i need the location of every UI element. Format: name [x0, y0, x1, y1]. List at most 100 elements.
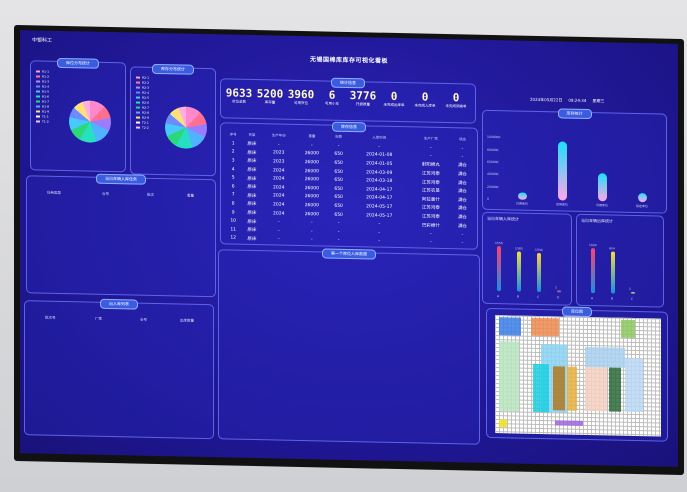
stat-value: 9633: [225, 86, 253, 100]
y-tick-label: 200000: [487, 184, 499, 189]
column-header: 包数: [335, 134, 343, 139]
column-header: 重量: [308, 133, 316, 138]
bar[interactable]: [598, 173, 607, 202]
table-cell: -: [311, 237, 313, 243]
bar[interactable]: [557, 290, 561, 293]
table-cell: 原床: [247, 236, 257, 242]
zone-block[interactable]: [585, 366, 607, 412]
stat-value: 3776: [349, 89, 377, 103]
legend-swatch: [136, 86, 140, 89]
table-cell: 9: [231, 210, 235, 216]
legend-swatch: [36, 80, 40, 83]
legend-swatch: [36, 70, 40, 73]
bar[interactable]: [558, 141, 567, 201]
bar[interactable]: [611, 251, 615, 294]
vehicle-inbound-panel: 当日车辆入库任务 任务类型 仓号 批次 重量: [26, 173, 216, 298]
zone-block[interactable]: [585, 346, 625, 368]
zone-block[interactable]: [531, 317, 559, 337]
table-cell: 7: [231, 192, 235, 198]
x-tick-label: 空闲库位: [556, 202, 569, 207]
legend-label: R1-4: [42, 84, 49, 89]
legend-label: R2-2: [142, 80, 149, 85]
zone-block[interactable]: [499, 419, 507, 428]
stat-value: 0: [390, 89, 398, 104]
x-tick-label: 已用库位: [516, 201, 529, 206]
table-cell: 11: [230, 227, 237, 233]
legend-label: R2-8: [142, 110, 149, 115]
legend-item[interactable]: T1-2: [36, 119, 49, 124]
stat-card: 3776 托盘数量: [348, 89, 378, 108]
column-header: 批次号: [45, 315, 56, 320]
legend-swatch: [36, 85, 40, 88]
column-header: 仓号: [102, 191, 109, 196]
table-cell: -: [277, 236, 280, 242]
pie-panel-1: 库位分布统计 R1-1 R1-2 R1-3 R1-4 R1-5 R1-6 R1-7 R1-8 R…: [30, 57, 126, 173]
legend-label: R1-8: [42, 104, 49, 109]
table-cell: 1: [231, 141, 235, 147]
bar[interactable]: [518, 192, 527, 200]
x-tick-label: A: [497, 294, 500, 299]
bar[interactable]: [537, 253, 541, 293]
zone-block[interactable]: [609, 367, 621, 412]
stat-label: 未完成调拨单: [445, 104, 467, 109]
bar-value-label: 1024: [589, 243, 597, 248]
column-header: 货架: [248, 132, 256, 137]
legend-swatch: [136, 101, 140, 104]
legend-swatch: [36, 115, 40, 118]
column-header: 重量: [187, 193, 194, 198]
table-cell: -: [378, 238, 381, 244]
pie-panel-2: 库存分布统计 R2-1 R2-2 R2-3 R2-4 R2-5 R2-6 R2-7 R2-8 R…: [130, 63, 216, 177]
stat-value: 0: [421, 90, 429, 104]
legend-item[interactable]: T2-2: [136, 126, 149, 131]
bar[interactable]: [517, 251, 521, 292]
legend-label: R1-9: [42, 109, 49, 114]
stat-value: 6: [328, 88, 336, 102]
zone-block[interactable]: [625, 357, 643, 413]
datetime: 2024年05月22日 09:24:34 星期三: [530, 97, 604, 105]
legend-label: T2-2: [142, 125, 149, 130]
stat-label: 货位总数: [232, 99, 246, 104]
bar[interactable]: [638, 192, 647, 203]
legend-swatch: [136, 121, 140, 124]
zone-block[interactable]: [533, 363, 549, 413]
column-header: 出库数量: [180, 318, 194, 323]
stat-card: 3960 可用货位: [286, 88, 316, 107]
legend-label: R1-2: [42, 74, 49, 79]
zone-block[interactable]: [621, 319, 635, 338]
legend-swatch: [136, 96, 140, 99]
zone-block[interactable]: [567, 366, 577, 411]
bar[interactable]: [497, 246, 501, 292]
x-tick-label: A: [591, 296, 594, 301]
vehicle-out-stats-panel: 当日车辆出库统计 1024 A 954 B 1 C: [576, 213, 664, 308]
zone-block[interactable]: [553, 366, 565, 411]
zone-block[interactable]: [499, 317, 521, 336]
pie-chart[interactable]: [165, 106, 207, 150]
table-cell: -: [430, 240, 432, 246]
pie-chart[interactable]: [69, 100, 111, 144]
table-cell: 8: [231, 201, 235, 207]
stat-card: 9633 货位总数: [224, 86, 254, 105]
bar[interactable]: [631, 291, 635, 294]
legend-label: R1-7: [42, 99, 49, 104]
legend-label: R2-1: [142, 75, 149, 80]
stat-label: 库存量: [264, 100, 276, 105]
stat-card: 6 可用小车: [317, 88, 347, 107]
zone-block[interactable]: [555, 420, 583, 426]
column-header: 仓号: [140, 317, 147, 322]
legend-swatch: [36, 120, 40, 123]
panel-title: 当日车辆入库任务: [96, 173, 146, 185]
zone-block[interactable]: [499, 341, 519, 412]
x-tick-label: 可用库位: [596, 203, 609, 208]
stat-card: 0 未完成出库单: [379, 90, 409, 109]
table-cell: 10: [230, 218, 237, 224]
legend-label: R2-9: [142, 115, 149, 120]
legend-swatch: [136, 116, 140, 119]
warehouse-floor-map[interactable]: [495, 315, 661, 437]
stat-label: 托盘数量: [356, 102, 370, 107]
bar[interactable]: [591, 248, 595, 294]
column-header: 序号: [229, 132, 237, 137]
app-title: 中银科工: [32, 37, 53, 44]
pie-legend: R1-1 R1-2 R1-3 R1-4 R1-5 R1-6 R1-7 R1-8 R1-9 T1-1…: [36, 69, 49, 124]
legend-label: T2-1: [142, 120, 149, 125]
floor-map-panel: 库位图: [486, 306, 668, 442]
